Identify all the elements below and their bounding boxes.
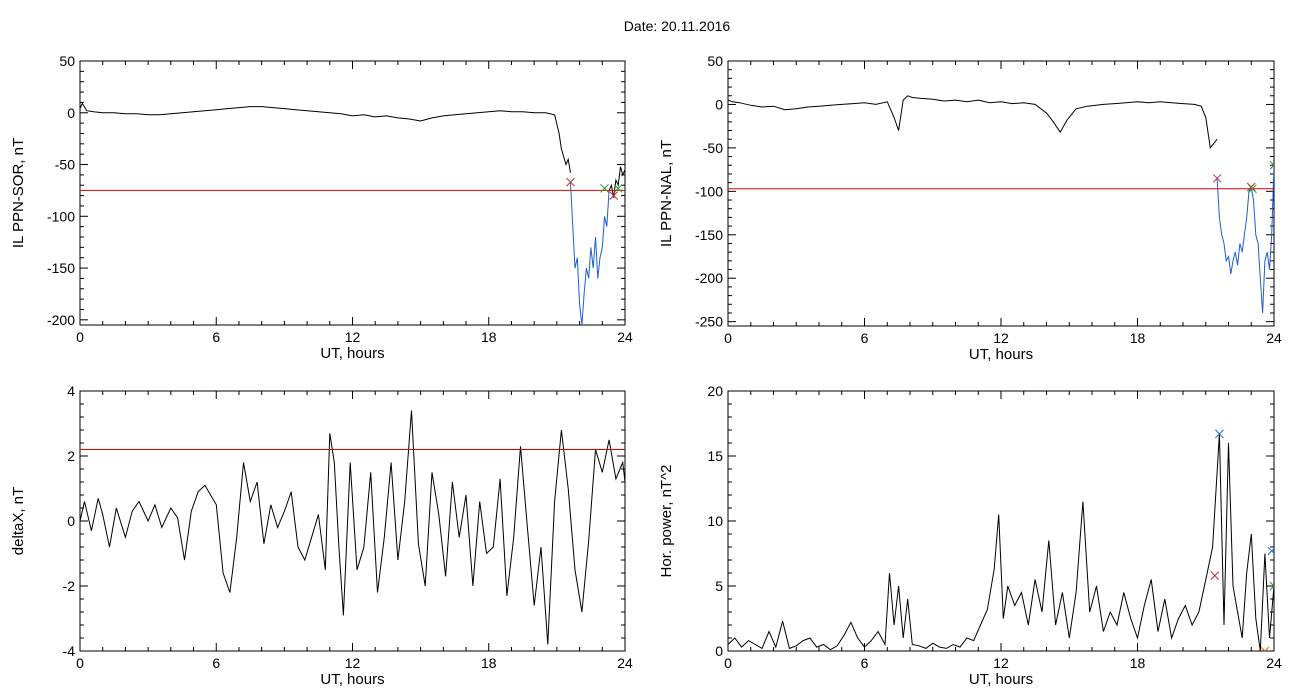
y-axis-label: Hor. power, nT^2 <box>658 465 675 578</box>
y-tick-label: -100 <box>47 208 75 224</box>
plot-frame <box>727 60 1275 327</box>
x-tick-label: 0 <box>724 330 732 346</box>
x-tick-label: 0 <box>76 329 84 345</box>
plot-frame <box>79 390 626 652</box>
event-marker-stroke <box>1269 164 1274 170</box>
event-marker <box>600 183 609 193</box>
event-marker-stroke <box>613 183 623 193</box>
chart-panel-1: 0 6 12 18 24 50 0 -50 -100 -150 -200 UT, hours IL PP… <box>10 53 633 362</box>
y-axis-label: IL PPN-NAL, nT <box>658 140 675 247</box>
x-tick-label: 12 <box>993 655 1009 671</box>
plot-frame <box>727 390 1275 652</box>
x-axis-label: UT, hours <box>969 671 1033 688</box>
event-marker <box>1260 646 1270 651</box>
event-marker-stroke <box>566 177 575 187</box>
chart-panel-3: 0 6 12 18 24 4 2 0 -2 -4 UT, hours deltaX, nT <box>10 383 633 688</box>
y-tick-label: 5 <box>715 578 723 594</box>
y-tick-label: -2 <box>63 578 76 594</box>
y-tick-label: 0 <box>67 105 75 121</box>
y-tick-label: -150 <box>695 227 723 243</box>
x-tick-label: 0 <box>76 655 84 671</box>
event-marker-stroke <box>609 191 618 200</box>
event-marker <box>566 177 575 187</box>
x-tick-label: 18 <box>1130 655 1146 671</box>
y-tick-label: 0 <box>715 643 723 659</box>
series-line-1 <box>728 95 1218 150</box>
plot-area <box>80 102 625 325</box>
series-line-1 <box>80 102 571 173</box>
series-line-2 <box>1216 165 1274 314</box>
event-marker-stroke <box>1269 160 1274 166</box>
event-marker-stroke <box>1210 571 1220 580</box>
y-tick-label: -50 <box>703 140 723 156</box>
x-axis-label: UT, hours <box>320 671 384 688</box>
plot-area <box>728 95 1274 314</box>
y-tick-label: -200 <box>47 312 75 328</box>
x-tick-label: 6 <box>212 655 220 671</box>
x-tick-label: 24 <box>1266 330 1282 346</box>
y-tick-label: 20 <box>707 383 723 399</box>
event-marker-stroke <box>1215 429 1224 439</box>
series-line-1 <box>80 410 625 645</box>
event-marker-stroke <box>1264 646 1270 651</box>
x-tick-label: 6 <box>212 329 220 345</box>
y-tick-label: 0 <box>67 513 75 529</box>
x-tick-label: 18 <box>481 655 497 671</box>
plot-area <box>80 410 625 645</box>
x-axis-label: UT, hours <box>969 346 1033 363</box>
chart-panel-2: 0 6 12 18 24 50 0 -50 -100 -150 -200 -250 UT, hours I… <box>658 53 1282 363</box>
event-marker <box>1269 581 1274 591</box>
y-tick-label: 50 <box>707 53 723 69</box>
event-marker-stroke <box>1269 585 1274 591</box>
y-axis-label: IL PPN-SOR, nT <box>10 138 27 248</box>
event-marker <box>613 183 623 193</box>
x-tick-label: 24 <box>617 329 633 345</box>
page-title: Date: 20.11.2016 <box>623 18 731 34</box>
event-marker <box>609 191 618 200</box>
event-marker-stroke <box>1260 646 1266 651</box>
x-tick-label: 6 <box>861 655 869 671</box>
event-marker <box>1269 160 1274 170</box>
x-axis-label: UT, hours <box>320 345 384 362</box>
event-marker <box>1210 571 1220 580</box>
series-line-3 <box>608 166 625 198</box>
event-marker-stroke <box>1269 581 1274 587</box>
event-marker-stroke <box>1267 547 1274 556</box>
series-line-2 <box>570 182 610 325</box>
x-tick-label: 0 <box>724 655 732 671</box>
plot-area <box>728 429 1274 651</box>
chart-panel-4: 0 6 12 18 24 20 15 10 5 0 UT, hours Hor. power, nT^… <box>658 383 1282 688</box>
event-marker-stroke <box>1248 184 1257 194</box>
x-tick-label: 24 <box>617 655 633 671</box>
y-axis-label: deltaX, nT <box>10 487 27 555</box>
y-tick-label: 4 <box>67 383 75 399</box>
y-tick-label: 2 <box>67 448 75 464</box>
x-tick-label: 6 <box>861 330 869 346</box>
y-tick-label: 10 <box>707 513 723 529</box>
y-tick-label: -50 <box>55 157 75 173</box>
x-tick-label: 12 <box>993 330 1009 346</box>
y-tick-label: -150 <box>47 260 75 276</box>
event-marker <box>1248 184 1257 194</box>
y-tick-label: -100 <box>695 183 723 199</box>
event-marker <box>1267 546 1274 556</box>
x-tick-label: 12 <box>345 655 361 671</box>
y-tick-label: -4 <box>63 643 76 659</box>
y-tick-label: 0 <box>715 96 723 112</box>
event-marker <box>1212 173 1222 183</box>
x-tick-label: 24 <box>1266 655 1282 671</box>
plot-frame <box>79 60 626 326</box>
x-tick-label: 18 <box>481 329 497 345</box>
event-marker <box>1215 429 1224 439</box>
event-marker-stroke <box>1212 173 1222 183</box>
x-tick-label: 12 <box>345 329 361 345</box>
y-tick-label: -250 <box>695 314 723 330</box>
y-tick-label: -200 <box>695 270 723 286</box>
y-tick-label: 50 <box>59 53 75 69</box>
y-tick-label: 15 <box>707 448 723 464</box>
x-tick-label: 18 <box>1130 330 1146 346</box>
event-marker-stroke <box>600 183 609 193</box>
series-line-1 <box>728 433 1274 651</box>
